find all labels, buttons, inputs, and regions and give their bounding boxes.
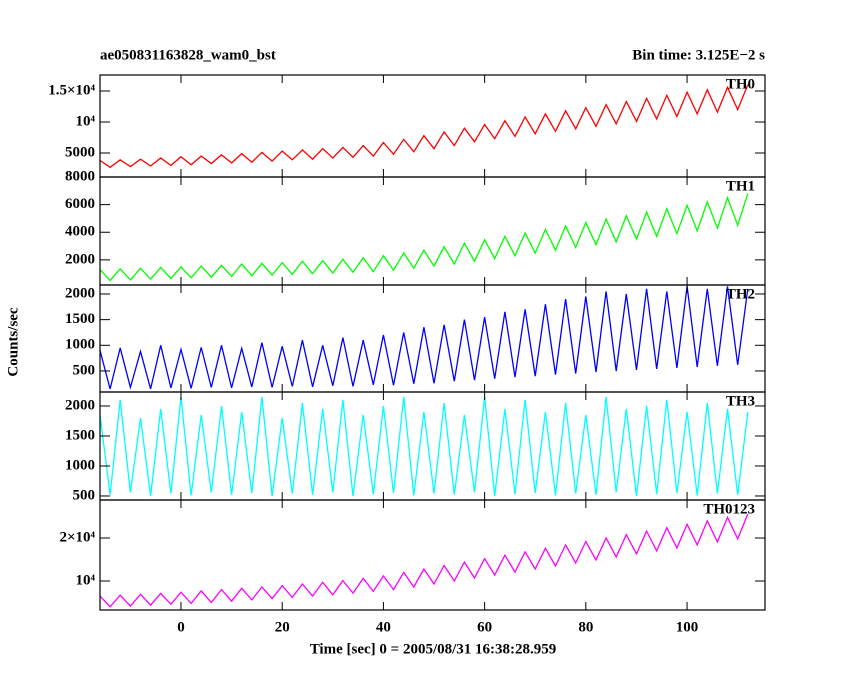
legend-label: TH1	[726, 178, 755, 194]
series-line	[100, 193, 749, 282]
panel-frame	[99, 176, 766, 286]
panel-frame	[99, 499, 766, 611]
panel-frame	[99, 74, 766, 178]
y-tick-label: 4000	[65, 224, 95, 240]
x-tick-label: 100	[676, 619, 699, 635]
y-tick-label: 1000	[65, 337, 95, 353]
y-tick-label: 500	[73, 487, 96, 503]
y-axis-label: Counts/sec	[5, 307, 21, 377]
x-axis-label: Time [sec] 0 = 2005/08/31 16:38:28.959	[310, 641, 557, 657]
y-tick-label: 5000	[65, 144, 95, 160]
y-tick-label: 10⁴	[76, 113, 96, 129]
y-tick-label: 2000	[65, 285, 95, 301]
y-tick-label: 1000	[65, 457, 95, 473]
series-line	[100, 513, 749, 608]
x-tick-label: 80	[578, 619, 593, 635]
x-tick-label: 20	[275, 619, 290, 635]
x-tick-label: 60	[477, 619, 492, 635]
y-tick-label: 500	[73, 362, 96, 378]
y-tick-label: 6000	[65, 196, 95, 212]
y-tick-label: 8000	[65, 168, 95, 184]
chart-subtitle: Bin time: 3.125E−2 s	[632, 47, 765, 63]
y-tick-label: 1500	[65, 427, 95, 443]
x-tick-label: 40	[376, 619, 391, 635]
legend-label: TH0123	[703, 501, 755, 517]
legend-label: TH2	[726, 286, 755, 302]
series-line	[100, 396, 749, 497]
legend-label: TH0	[726, 76, 755, 92]
y-tick-label: 10⁴	[76, 572, 96, 588]
chart-title: ae050831163828_wam0_bst	[100, 47, 276, 63]
y-tick-label: 2×10⁴	[59, 529, 95, 545]
y-tick-label: 1500	[65, 311, 95, 327]
y-tick-label: 2000	[65, 397, 95, 413]
series-line	[100, 286, 749, 390]
legend-label: TH3	[726, 393, 755, 409]
x-tick-label: 0	[177, 619, 185, 635]
y-tick-label: 2000	[65, 251, 95, 267]
series-line	[100, 84, 749, 169]
y-tick-label: 1.5×10⁴	[48, 82, 95, 98]
